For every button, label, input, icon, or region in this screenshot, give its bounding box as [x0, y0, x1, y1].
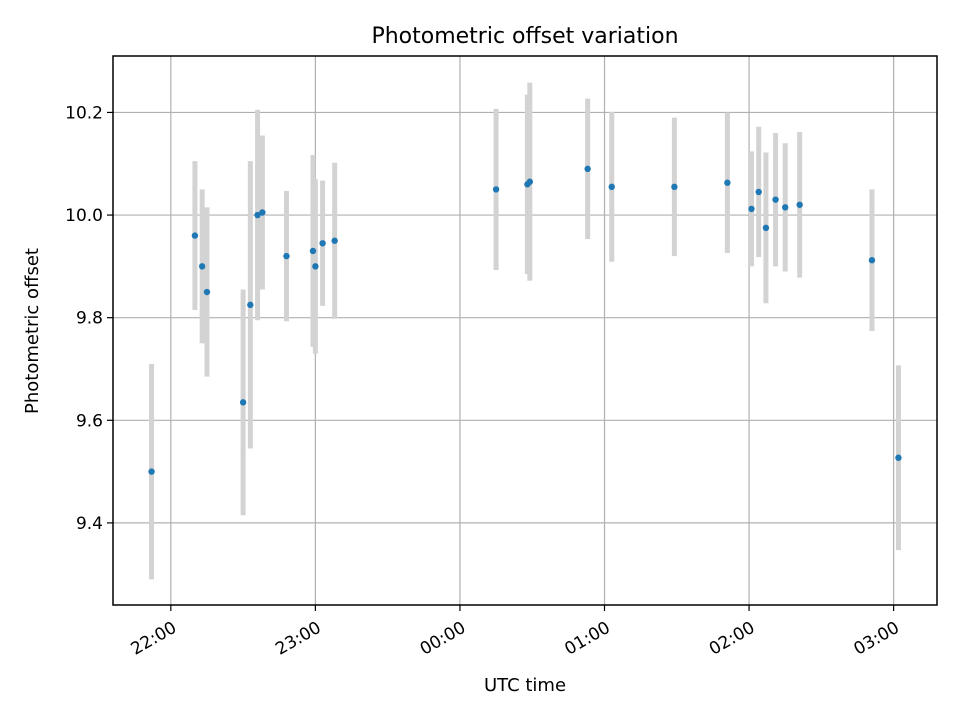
- data-point: [191, 232, 199, 239]
- data-point: [608, 183, 615, 191]
- error-bars: [149, 82, 901, 580]
- data-point: [254, 211, 261, 219]
- x-axis-label: UTC time: [484, 675, 566, 696]
- data-point: [584, 165, 591, 173]
- data-point: [283, 252, 290, 260]
- plot-frame: [112, 55, 938, 606]
- data-point: [724, 179, 731, 186]
- data-point: [148, 468, 155, 475]
- data-point: [526, 178, 534, 185]
- y-tick-label: 9.8: [76, 309, 103, 329]
- data-point: [198, 263, 206, 270]
- data-point: [762, 224, 770, 232]
- data-point: [239, 399, 247, 406]
- data-point: [312, 263, 319, 270]
- data-point: [331, 237, 338, 244]
- x-tick-label: 03:00: [850, 618, 902, 660]
- data-point: [671, 183, 678, 191]
- x-tick-label: 01:00: [561, 618, 613, 660]
- data-point: [868, 257, 876, 264]
- y-tick-label: 10.2: [65, 103, 103, 123]
- data-point: [319, 240, 326, 247]
- data-point: [247, 301, 254, 309]
- y-tick-label: 9.4: [76, 514, 103, 534]
- y-axis-label: Photometric offset: [22, 248, 43, 414]
- y-tick-label: 9.6: [76, 411, 103, 431]
- data-point: [895, 454, 902, 461]
- x-tick-label: 23:00: [272, 618, 324, 660]
- data-point: [748, 205, 755, 213]
- data-point: [782, 204, 789, 211]
- x-axis-ticks: 22:00 23:00 00:00 01:00 02:00 03:00: [128, 605, 903, 660]
- data-points: [148, 165, 902, 475]
- data-point: [772, 196, 779, 203]
- x-tick-label: 02:00: [706, 618, 758, 660]
- y-axis-ticks: 9.4 9.6 9.8 10.0 10.2: [65, 103, 113, 534]
- chart-title: Photometric offset variation: [371, 24, 678, 49]
- x-tick-label: 00:00: [417, 618, 469, 660]
- data-point: [309, 247, 317, 255]
- y-tick-label: 10.0: [65, 206, 103, 226]
- data-point: [796, 201, 803, 208]
- data-point: [203, 288, 211, 296]
- data-point: [492, 186, 500, 193]
- data-point: [259, 209, 266, 216]
- x-tick-label: 22:00: [128, 618, 180, 660]
- data-point: [755, 188, 762, 196]
